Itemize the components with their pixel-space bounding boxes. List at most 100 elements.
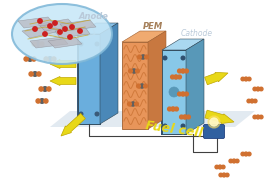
Polygon shape [48,37,82,48]
Circle shape [256,115,260,119]
Circle shape [44,99,48,103]
Circle shape [185,92,188,96]
Text: PEM: PEM [143,22,163,31]
Circle shape [24,57,28,61]
Circle shape [52,57,56,61]
Polygon shape [122,31,166,42]
Circle shape [183,115,187,119]
Circle shape [138,55,141,59]
Circle shape [178,69,181,73]
Circle shape [178,75,181,79]
Polygon shape [50,111,255,127]
Circle shape [129,69,132,73]
Circle shape [178,92,181,96]
Circle shape [241,152,245,156]
Circle shape [215,165,218,169]
Polygon shape [78,23,118,34]
Circle shape [53,21,57,25]
Circle shape [248,77,251,81]
Circle shape [79,112,83,116]
Circle shape [48,57,52,61]
Circle shape [229,159,233,163]
Circle shape [37,72,41,76]
Text: Cathode: Cathode [181,29,213,38]
Circle shape [131,102,135,106]
Circle shape [181,124,185,128]
Polygon shape [148,31,166,129]
Circle shape [53,32,57,36]
Text: Fuel cell: Fuel cell [145,119,204,140]
Circle shape [171,75,174,79]
Circle shape [236,159,239,163]
Circle shape [181,56,185,60]
Circle shape [95,42,99,46]
Circle shape [140,84,144,88]
Circle shape [40,99,44,103]
Circle shape [168,107,171,111]
Circle shape [180,115,183,119]
Circle shape [232,159,236,163]
Circle shape [248,152,251,156]
Circle shape [128,102,131,106]
Circle shape [175,107,178,111]
Polygon shape [18,17,54,28]
Polygon shape [162,39,204,50]
Circle shape [256,87,260,91]
Circle shape [33,27,37,31]
Circle shape [185,69,188,73]
Circle shape [187,115,190,119]
Polygon shape [77,33,101,125]
Circle shape [218,165,222,169]
Circle shape [163,124,167,128]
Circle shape [95,112,99,116]
FancyBboxPatch shape [203,125,224,139]
Circle shape [181,92,185,96]
FancyArrow shape [50,60,76,68]
Polygon shape [162,50,186,134]
Ellipse shape [12,4,112,64]
Circle shape [78,29,82,33]
FancyArrow shape [50,77,76,85]
Circle shape [32,57,36,61]
Polygon shape [186,39,204,134]
Circle shape [253,87,256,91]
Polygon shape [60,20,96,31]
Circle shape [79,42,83,46]
FancyArrow shape [205,110,234,123]
Circle shape [225,173,229,177]
Circle shape [144,84,147,88]
Circle shape [40,42,44,46]
Polygon shape [38,19,75,31]
Polygon shape [55,27,90,38]
Circle shape [254,99,257,103]
Circle shape [38,19,42,23]
Polygon shape [78,34,100,124]
Circle shape [169,87,179,97]
Polygon shape [22,24,60,38]
Circle shape [253,115,256,119]
Circle shape [32,42,36,46]
Polygon shape [30,37,68,48]
Circle shape [43,32,47,36]
FancyArrow shape [205,72,228,85]
Text: Anode: Anode [79,12,109,21]
Circle shape [222,173,226,177]
Circle shape [259,115,263,119]
Circle shape [70,25,74,29]
FancyArrow shape [61,113,85,136]
Circle shape [171,107,175,111]
Circle shape [163,56,167,60]
Circle shape [43,87,47,91]
Circle shape [135,102,138,106]
Circle shape [29,72,33,76]
Circle shape [244,77,248,81]
Circle shape [241,77,245,81]
Circle shape [36,42,40,46]
Polygon shape [100,23,118,124]
Circle shape [244,152,248,156]
Circle shape [44,57,48,61]
Circle shape [47,87,51,91]
Circle shape [68,35,72,39]
Circle shape [221,165,225,169]
Polygon shape [161,49,187,135]
